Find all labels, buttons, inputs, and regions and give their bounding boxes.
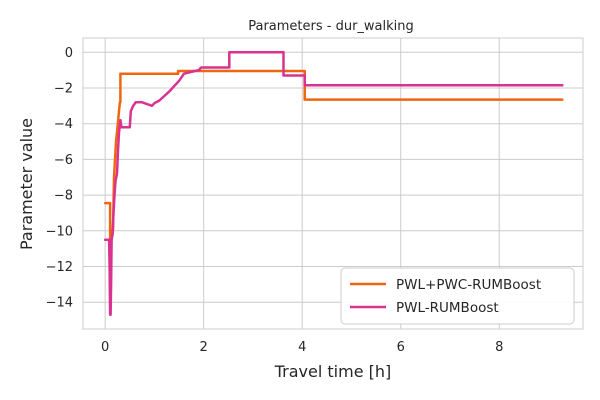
y-tick-label: −6: [54, 153, 73, 168]
x-ticks: 0 2 4 6 8: [101, 340, 503, 355]
y-tick-label: −12: [46, 260, 73, 275]
x-tick-label: 2: [200, 340, 208, 355]
x-tick-label: 6: [397, 340, 405, 355]
series-group: [103, 51, 564, 316]
chart-title: Parameters - dur_walking: [248, 19, 414, 34]
y-tick-label: −2: [54, 81, 73, 96]
y-tick-label: −14: [46, 296, 73, 311]
plot-frame: [82, 37, 584, 330]
x-axis-label: Travel time [h]: [274, 362, 392, 381]
y-tick-label: −4: [54, 117, 73, 132]
y-tick-label: −10: [46, 224, 73, 239]
legend-label-pwl-pwc-rumboost: PWL+PWC-RUMBoost: [396, 277, 541, 293]
series-line-pwl-rumboost: [103, 51, 564, 316]
x-tick-label: 0: [101, 340, 109, 355]
x-tick-label: 8: [495, 340, 503, 355]
y-tick-label: 0: [65, 46, 73, 61]
x-tick-label: 4: [298, 340, 306, 355]
y-ticks: 0 −2 −4 −6 −8 −10 −12 −14: [46, 46, 73, 311]
legend: PWL+PWC-RUMBoost PWL-RUMBoost: [340, 267, 575, 325]
legend-label-pwl-rumboost: PWL-RUMBoost: [396, 300, 499, 316]
y-axis-label: Parameter value: [17, 118, 36, 250]
legend-box: [340, 267, 575, 325]
grid: [83, 38, 583, 329]
y-tick-label: −8: [54, 189, 73, 204]
